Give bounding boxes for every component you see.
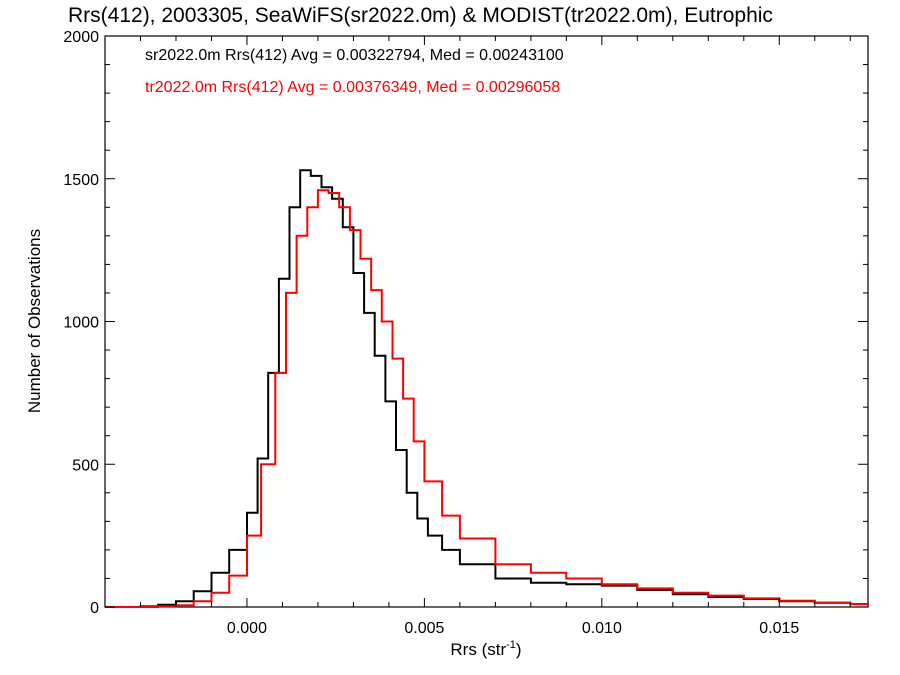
legend-entry-sr2022: sr2022.0m Rrs(412) Avg = 0.00322794, Med… — [145, 47, 564, 64]
y-axis-label: Number of Observations — [25, 229, 44, 413]
x-tick-label: 0.010 — [582, 620, 622, 637]
y-tick-label: 500 — [72, 457, 99, 474]
x-axis: 0.000 0.005 0.010 0.015 — [104, 36, 851, 637]
series-layer — [105, 169, 869, 608]
x-tick-label: 0.000 — [227, 620, 267, 637]
plot-area — [104, 35, 869, 608]
series-line-0 — [105, 169, 869, 608]
x-tick-label: 0.015 — [759, 620, 799, 637]
y-tick-label: 2000 — [63, 29, 99, 46]
y-axis: 0 500 1000 1500 2000 — [63, 29, 868, 617]
chart-title: Rrs(412), 2003305, SeaWiFS(sr2022.0m) & … — [68, 4, 773, 27]
series-line-1 — [105, 189, 869, 608]
y-tick-label: 1500 — [63, 172, 99, 189]
plot-frame — [104, 35, 869, 608]
x-axis-label-close: ) — [516, 640, 522, 659]
x-tick-label: 0.005 — [404, 620, 444, 637]
x-axis-label-sup: -1 — [506, 639, 516, 651]
x-axis-label-main: Rrs (str — [450, 640, 506, 659]
y-tick-label: 1000 — [63, 315, 99, 332]
legend-entry-tr2022: tr2022.0m Rrs(412) Avg = 0.00376349, Med… — [145, 79, 560, 96]
x-axis-label: Rrs (str-1) — [450, 639, 521, 659]
y-tick-label: 0 — [90, 600, 99, 617]
